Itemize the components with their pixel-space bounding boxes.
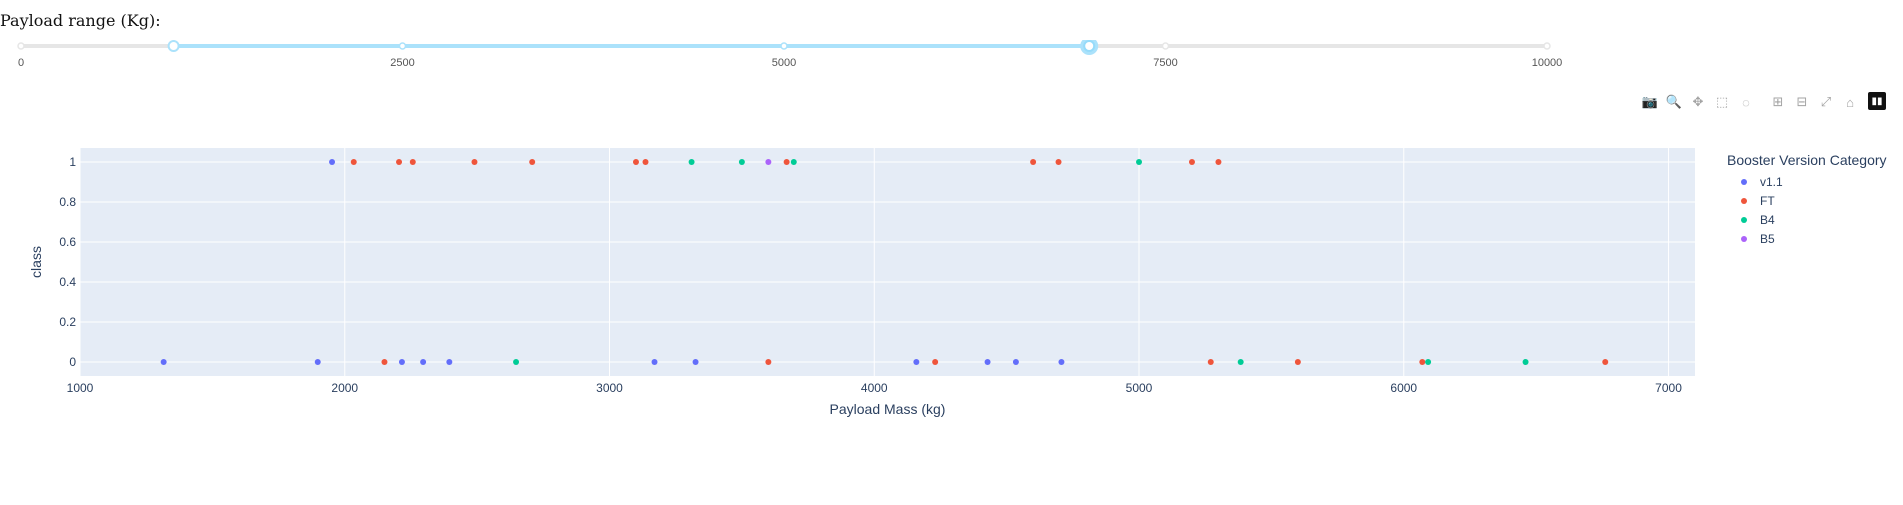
data-point-FT[interactable] (471, 159, 478, 165)
data-point-v1-1[interactable] (651, 359, 658, 365)
data-point-v1-1[interactable] (984, 359, 991, 365)
slider-dot[interactable] (1543, 42, 1551, 50)
slider-mark-label: 7500 (1153, 57, 1177, 69)
slider-dot[interactable] (780, 42, 788, 50)
legend-label: FT (1760, 193, 1775, 208)
data-point-v1-1[interactable] (420, 359, 427, 365)
data-point-B4[interactable] (1425, 359, 1432, 365)
plotly-logo-icon[interactable]: ▮▮ (1868, 92, 1886, 110)
payload-range-label: Payload range (Kg): (0, 11, 161, 30)
x-tick-label: 5000 (1126, 381, 1153, 395)
data-point-B4[interactable] (1237, 359, 1244, 365)
data-point-FT[interactable] (1055, 159, 1062, 165)
modebar-separator (1758, 92, 1766, 112)
slider-handle-min[interactable] (167, 40, 180, 52)
legend-label: v1.1 (1760, 174, 1783, 189)
data-point-B4[interactable] (1136, 159, 1143, 165)
y-tick-label: 1 (69, 155, 76, 169)
y-axis-title: class (28, 246, 44, 278)
zoom-out-icon[interactable]: ⊟ (1796, 94, 1808, 109)
data-point-FT[interactable] (1030, 159, 1037, 165)
data-point-FT[interactable] (783, 159, 790, 165)
x-tick-label: 2000 (331, 381, 358, 395)
plot-area (80, 148, 1695, 376)
legend-label: B4 (1760, 212, 1775, 227)
y-tick-label: 0.8 (59, 195, 76, 209)
autoscale-icon[interactable]: ⤢ (1820, 94, 1832, 109)
data-point-B4[interactable] (688, 159, 695, 165)
data-point-v1-1[interactable] (1012, 359, 1019, 365)
data-point-B4[interactable] (738, 159, 745, 165)
legend-marker-icon (1741, 216, 1747, 223)
slider-mark-label: 5000 (772, 57, 796, 69)
lasso-select-icon[interactable]: ◌ (1742, 94, 1750, 110)
legend-title: Booster Version Category (1727, 152, 1887, 168)
y-tick-label: 0.4 (59, 275, 76, 289)
legend-marker-icon (1741, 235, 1747, 242)
data-point-FT[interactable] (1215, 159, 1222, 165)
data-point-FT[interactable] (350, 159, 357, 165)
chart-legend: Booster Version Category v1.1 FT B4 B5 (1727, 152, 1887, 248)
data-point-FT[interactable] (1294, 359, 1301, 365)
x-tick-label: 7000 (1655, 381, 1682, 395)
data-point-FT[interactable] (381, 359, 388, 365)
slider-dot[interactable] (17, 42, 25, 50)
zoom-in-icon[interactable]: ⊞ (1772, 94, 1784, 109)
x-tick-label: 4000 (861, 381, 888, 395)
legend-marker-icon (1741, 197, 1747, 204)
slider-handle-max[interactable] (1083, 40, 1096, 52)
data-point-FT[interactable] (765, 359, 772, 365)
y-tick-label: 0 (69, 355, 76, 369)
legend-item-B4[interactable]: B4 (1727, 210, 1887, 229)
data-point-FT[interactable] (932, 359, 939, 365)
data-point-FT[interactable] (409, 159, 416, 165)
x-tick-label: 6000 (1390, 381, 1417, 395)
data-point-v1-1[interactable] (160, 359, 167, 365)
data-point-B4[interactable] (790, 159, 797, 165)
payload-range-slider[interactable]: 0 2500 5000 7500 10000 (0, 40, 1903, 90)
slider-mark-label: 10000 (1532, 57, 1563, 69)
x-axis-title: Payload Mass (kg) (830, 401, 946, 417)
data-point-FT[interactable] (1207, 359, 1214, 365)
slider-mark-label: 0 (18, 57, 24, 69)
pan-icon[interactable]: ✥ (1692, 94, 1704, 109)
data-point-B4[interactable] (513, 359, 520, 365)
data-point-v1-1[interactable] (398, 359, 405, 365)
data-point-v1-1[interactable] (329, 159, 336, 165)
slider-dot[interactable] (398, 42, 407, 50)
x-tick-label: 1000 (67, 381, 94, 395)
data-point-FT[interactable] (396, 159, 403, 165)
y-tick-label: 0.2 (59, 315, 76, 329)
data-point-FT[interactable] (632, 159, 639, 165)
x-tick-label: 3000 (596, 381, 623, 395)
camera-icon[interactable]: 📷 (1641, 94, 1659, 109)
data-point-FT[interactable] (529, 159, 536, 165)
legend-label: B5 (1760, 231, 1775, 246)
data-point-B4[interactable] (1522, 359, 1529, 365)
data-point-FT[interactable] (1602, 359, 1609, 365)
slider-dot[interactable] (1161, 42, 1170, 50)
data-point-FT[interactable] (1188, 159, 1195, 165)
data-point-FT[interactable] (1419, 359, 1426, 365)
legend-item-v1-1[interactable]: v1.1 (1727, 172, 1887, 191)
legend-marker-icon (1741, 178, 1747, 185)
box-select-icon[interactable]: ⬚ (1715, 94, 1729, 109)
y-tick-label: 0.6 (59, 235, 76, 249)
scatter-chart: 1000 2000 3000 4000 5000 6000 7000 0 0.2 0.4 0.6 0.… (28, 148, 1695, 417)
legend-item-B5[interactable]: B5 (1727, 229, 1887, 248)
data-point-v1-1[interactable] (314, 359, 321, 365)
data-point-B5[interactable] (765, 159, 772, 165)
zoom-icon[interactable]: 🔍 (1665, 94, 1683, 109)
data-point-FT[interactable] (642, 159, 649, 165)
legend-item-FT[interactable]: FT (1727, 191, 1887, 210)
data-point-v1-1[interactable] (446, 359, 453, 365)
data-point-v1-1[interactable] (692, 359, 699, 365)
slider-mark-label: 2500 (390, 57, 414, 69)
data-point-v1-1[interactable] (1058, 359, 1065, 365)
chart-modebar: 📷 🔍 ✥ ⬚ ◌ ⊞ ⊟ ⤢ ⌂ ▮▮ (1638, 92, 1886, 112)
reset-axes-icon[interactable]: ⌂ (1846, 94, 1854, 110)
data-point-v1-1[interactable] (913, 359, 920, 365)
